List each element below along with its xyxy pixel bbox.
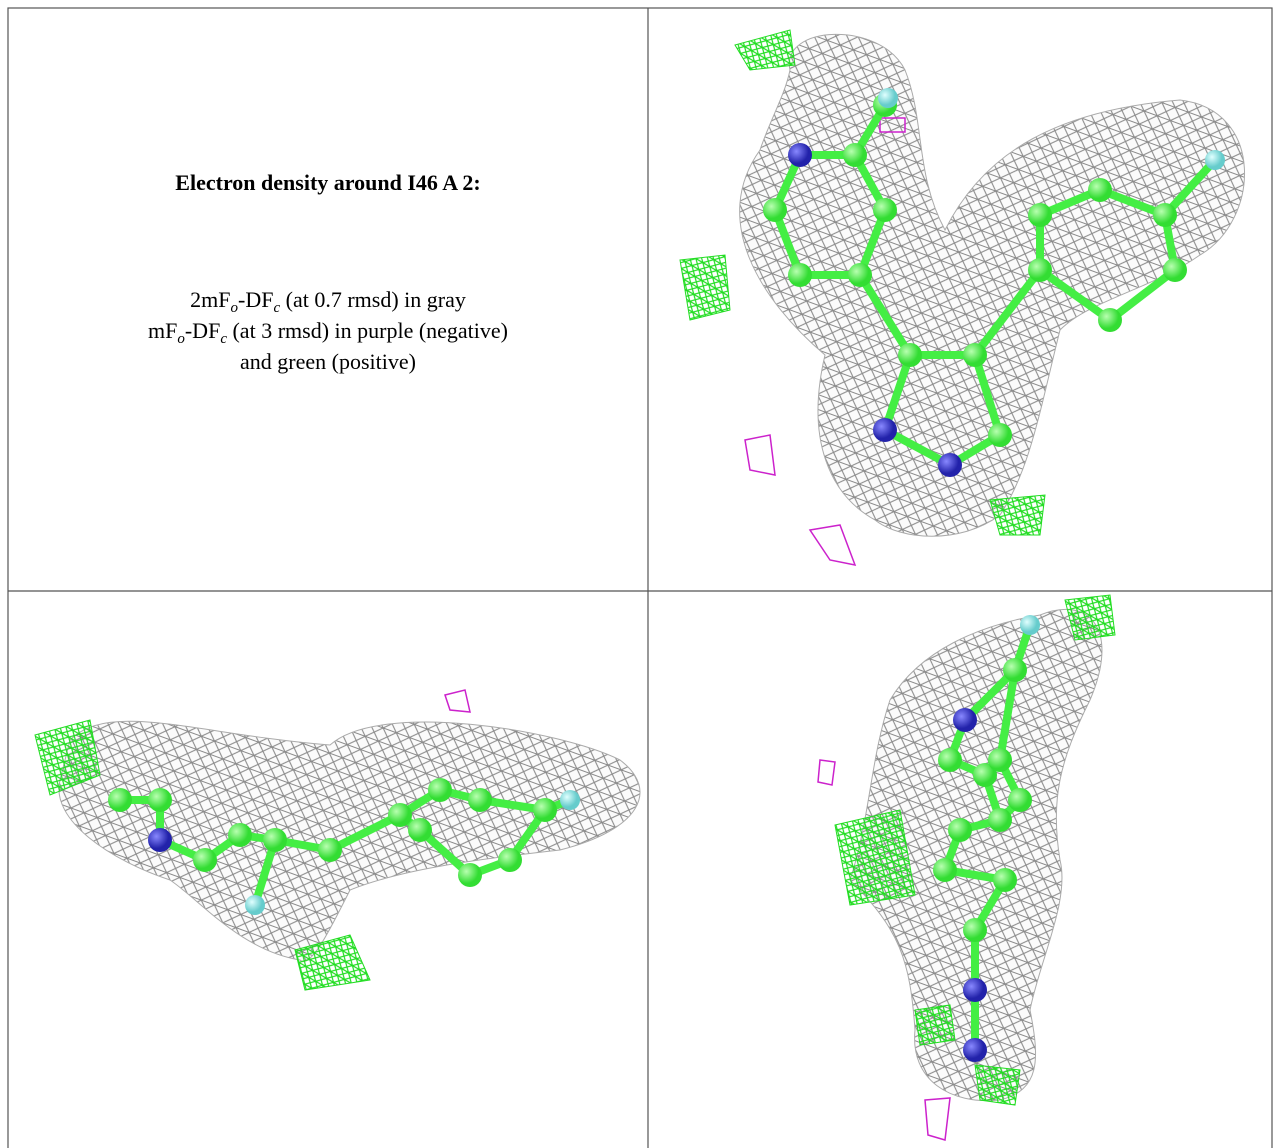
- atom: [1020, 615, 1040, 635]
- density-view-end: [817, 594, 1116, 1141]
- atom: [963, 343, 987, 367]
- atom: [1028, 203, 1052, 227]
- atom: [1028, 258, 1052, 282]
- atom: [1163, 258, 1187, 282]
- atom: [458, 863, 482, 887]
- atom: [108, 788, 132, 812]
- bond: [326, 811, 404, 854]
- atom: [408, 818, 432, 842]
- negative-density: [879, 117, 906, 133]
- atom: [1205, 150, 1225, 170]
- positive-density: [34, 719, 101, 796]
- atom: [533, 798, 557, 822]
- bond: [881, 351, 914, 434]
- positive-density: [294, 934, 371, 991]
- atom: [263, 828, 287, 852]
- negative-density: [444, 689, 471, 713]
- atom: [873, 198, 897, 222]
- caption-line: mFo-DFc (at 3 rmsd) in purple (negative): [8, 315, 648, 347]
- atom: [873, 418, 897, 442]
- atom: [993, 868, 1017, 892]
- atom: [560, 790, 580, 810]
- caption-line: and green (positive): [8, 346, 648, 377]
- atom: [1003, 658, 1027, 682]
- bond: [971, 351, 1004, 439]
- atom: [228, 823, 252, 847]
- atom: [468, 788, 492, 812]
- negative-density: [744, 434, 776, 476]
- negative-density: [817, 759, 836, 786]
- atom: [963, 978, 987, 1002]
- positive-density: [914, 1004, 956, 1046]
- atom: [1153, 203, 1177, 227]
- atom: [898, 343, 922, 367]
- atom: [933, 858, 957, 882]
- atom: [788, 143, 812, 167]
- atom: [388, 803, 412, 827]
- density-view-top: [679, 29, 1246, 567]
- caption-text: mF: [148, 318, 178, 343]
- atom: [788, 263, 812, 287]
- atom: [938, 453, 962, 477]
- atom: [763, 198, 787, 222]
- positive-density: [834, 809, 916, 906]
- atom: [193, 848, 217, 872]
- bond: [1036, 266, 1114, 324]
- positive-density: [1064, 594, 1116, 641]
- subscript: c: [273, 300, 281, 316]
- bond: [1161, 156, 1219, 219]
- bond: [881, 426, 954, 469]
- caption-title: Electron density around I46 A 2:: [175, 170, 481, 195]
- caption-line: 2mFo-DFc (at 0.7 rmsd) in gray: [8, 284, 648, 316]
- caption-text: -DF: [238, 287, 274, 312]
- atom: [948, 818, 972, 842]
- subscript: o: [177, 331, 185, 347]
- atom: [148, 788, 172, 812]
- atom: [498, 848, 522, 872]
- atom: [953, 708, 977, 732]
- caption-text: 2mF: [190, 287, 231, 312]
- negative-density: [924, 1097, 951, 1141]
- atom: [988, 808, 1012, 832]
- atom: [973, 763, 997, 787]
- atom: [878, 88, 898, 108]
- bond: [971, 266, 1044, 359]
- atom: [245, 895, 265, 915]
- caption-text: and green (positive): [240, 349, 416, 374]
- atom: [848, 263, 872, 287]
- caption-lines: 2mFo-DFc (at 0.7 rmsd) in gray mFo-DFc (a…: [8, 284, 648, 377]
- caption-cell: Electron density around I46 A 2: 2mFo-DF…: [8, 8, 648, 591]
- atom: [938, 748, 962, 772]
- density-mesh: [739, 33, 1246, 537]
- atom: [428, 778, 452, 802]
- positive-density: [989, 494, 1046, 536]
- bond: [996, 666, 1019, 764]
- bond: [1106, 266, 1179, 324]
- atom: [148, 828, 172, 852]
- caption-text: (at 3 rmsd) in purple (negative): [226, 318, 508, 343]
- atom: [963, 918, 987, 942]
- atom: [988, 748, 1012, 772]
- bond: [856, 271, 914, 359]
- positive-density: [679, 254, 731, 321]
- subscript: c: [220, 331, 227, 347]
- positive-density: [974, 1064, 1021, 1106]
- atom: [988, 423, 1012, 447]
- subscript: o: [230, 300, 239, 316]
- caption-text: (at 0.7 rmsd) in gray: [280, 287, 466, 312]
- caption-text: -DF: [184, 318, 221, 343]
- atom: [1008, 788, 1032, 812]
- atom: [1098, 308, 1122, 332]
- atom: [963, 1038, 987, 1062]
- atom: [318, 838, 342, 862]
- negative-density: [808, 524, 857, 567]
- atom: [1088, 178, 1112, 202]
- atom: [843, 143, 867, 167]
- table-lines: [7, 7, 1273, 1148]
- positive-density: [734, 29, 796, 71]
- density-view-side: [34, 689, 641, 991]
